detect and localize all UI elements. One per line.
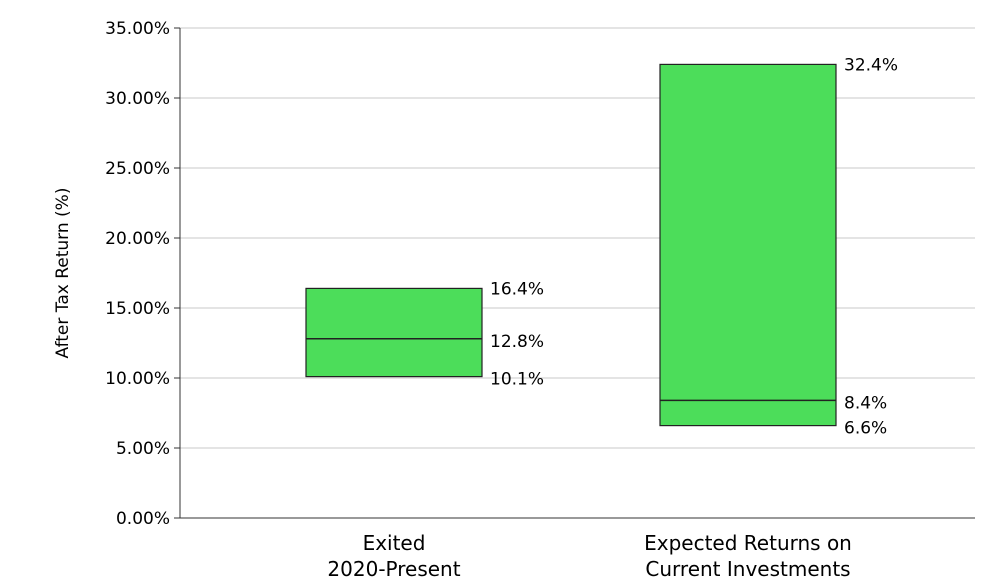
range-bar bbox=[305, 287, 483, 378]
data-label-low: 10.1% bbox=[490, 370, 544, 390]
axes: 0.00% 5.00% 10.00% 15.00% 20.00% 25.00% 30.00%… bbox=[105, 19, 975, 581]
data-label-low: 6.6% bbox=[844, 419, 887, 439]
y-tick-label: 20.00% bbox=[105, 229, 170, 249]
x-category-label: 2020-Present bbox=[327, 557, 460, 581]
x-category-label: Exited bbox=[363, 531, 426, 555]
y-tick-label: 35.00% bbox=[105, 19, 170, 39]
gridlines bbox=[180, 27, 975, 449]
x-category-label: Current Investments bbox=[645, 557, 850, 581]
data-labels: 16.4% 12.8% 10.1% 32.4% 8.4% 6.6% bbox=[490, 55, 898, 438]
x-category-label: Expected Returns on bbox=[644, 531, 852, 555]
y-axis-title: After Tax Return (%) bbox=[53, 188, 73, 359]
y-tick-label: 10.00% bbox=[105, 369, 170, 389]
data-label-high: 16.4% bbox=[490, 279, 544, 299]
data-label-mid: 12.8% bbox=[490, 332, 544, 352]
range-bars bbox=[305, 63, 837, 427]
data-label-high: 32.4% bbox=[844, 55, 898, 75]
y-tick-label: 0.00% bbox=[116, 509, 170, 529]
y-tick-label: 25.00% bbox=[105, 159, 170, 179]
data-label-mid: 8.4% bbox=[844, 393, 887, 413]
range-bar bbox=[659, 63, 837, 427]
y-tick-label: 5.00% bbox=[116, 439, 170, 459]
y-tick-label: 15.00% bbox=[105, 299, 170, 319]
y-tick-label: 30.00% bbox=[105, 89, 170, 109]
